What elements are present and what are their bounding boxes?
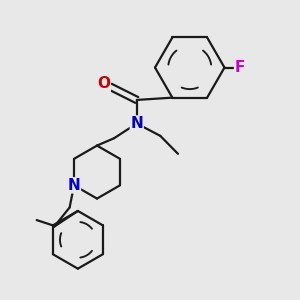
Text: F: F (235, 60, 245, 75)
Text: O: O (97, 76, 110, 91)
Text: N: N (130, 116, 143, 131)
Text: N: N (68, 178, 80, 193)
